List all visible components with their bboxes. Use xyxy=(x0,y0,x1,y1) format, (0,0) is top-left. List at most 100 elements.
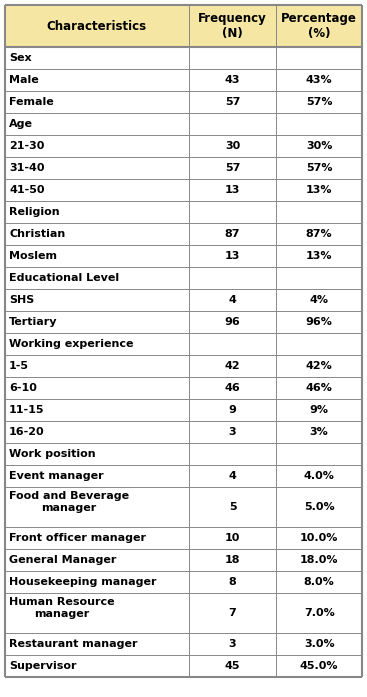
Text: 8.0%: 8.0% xyxy=(304,577,335,587)
Text: SHS: SHS xyxy=(9,295,34,305)
Text: 87: 87 xyxy=(225,229,240,239)
Text: Housekeeping manager: Housekeeping manager xyxy=(9,577,156,587)
Text: 13%: 13% xyxy=(306,185,333,195)
Text: 9: 9 xyxy=(229,405,236,415)
Text: 3%: 3% xyxy=(310,427,328,437)
Bar xyxy=(5,157,362,179)
Text: Characteristics: Characteristics xyxy=(47,20,147,33)
Text: General Manager: General Manager xyxy=(9,555,116,565)
Bar xyxy=(5,377,362,399)
Bar xyxy=(5,47,362,69)
Text: 21-30: 21-30 xyxy=(9,141,44,151)
Bar xyxy=(5,179,362,201)
Text: 57: 57 xyxy=(225,163,240,173)
Text: 96: 96 xyxy=(225,317,240,327)
Text: 43: 43 xyxy=(225,75,240,85)
Bar xyxy=(5,69,362,91)
Bar xyxy=(5,527,362,549)
Text: 13: 13 xyxy=(225,185,240,195)
Text: 46%: 46% xyxy=(306,383,333,393)
Text: 18.0%: 18.0% xyxy=(300,555,338,565)
Bar xyxy=(5,399,362,421)
Text: Tertiary: Tertiary xyxy=(9,317,58,327)
Text: 4: 4 xyxy=(229,471,236,481)
Text: 4: 4 xyxy=(229,295,236,305)
Text: Supervisor: Supervisor xyxy=(9,661,76,671)
Bar xyxy=(5,135,362,157)
Text: Front officer manager: Front officer manager xyxy=(9,533,146,543)
Bar xyxy=(5,245,362,267)
Text: 6-10: 6-10 xyxy=(9,383,37,393)
Text: 30%: 30% xyxy=(306,141,333,151)
Text: 4%: 4% xyxy=(310,295,329,305)
Text: Event manager: Event manager xyxy=(9,471,103,481)
Bar xyxy=(5,487,362,527)
Text: 13%: 13% xyxy=(306,251,333,261)
Text: 9%: 9% xyxy=(310,405,329,415)
Text: 7: 7 xyxy=(229,608,236,618)
Text: 8: 8 xyxy=(229,577,236,587)
Bar xyxy=(5,91,362,113)
Bar xyxy=(5,443,362,465)
Text: Sex: Sex xyxy=(9,53,32,63)
Text: Working experience: Working experience xyxy=(9,339,134,349)
Bar xyxy=(5,5,362,47)
Bar xyxy=(5,549,362,571)
Text: Educational Level: Educational Level xyxy=(9,273,119,283)
Bar xyxy=(5,593,362,633)
Text: Restaurant manager: Restaurant manager xyxy=(9,639,138,649)
Text: 42: 42 xyxy=(225,361,240,371)
Text: 45: 45 xyxy=(225,661,240,671)
Text: 42%: 42% xyxy=(306,361,333,371)
Text: 1-5: 1-5 xyxy=(9,361,29,371)
Text: Frequency
(N): Frequency (N) xyxy=(198,12,267,40)
Bar xyxy=(5,113,362,135)
Bar xyxy=(5,355,362,377)
Text: 41-50: 41-50 xyxy=(9,185,44,195)
Text: 10: 10 xyxy=(225,533,240,543)
Text: 46: 46 xyxy=(225,383,240,393)
Text: 3: 3 xyxy=(229,427,236,437)
Text: 5.0%: 5.0% xyxy=(304,502,334,512)
Text: 16-20: 16-20 xyxy=(9,427,45,437)
Bar xyxy=(5,201,362,223)
Bar xyxy=(5,311,362,333)
Text: 5: 5 xyxy=(229,502,236,512)
Bar xyxy=(5,571,362,593)
Text: 10.0%: 10.0% xyxy=(300,533,338,543)
Text: 43%: 43% xyxy=(306,75,333,85)
Text: Male: Male xyxy=(9,75,39,85)
Text: 11-15: 11-15 xyxy=(9,405,44,415)
Bar xyxy=(5,267,362,289)
Text: 57%: 57% xyxy=(306,97,333,107)
Bar xyxy=(5,633,362,655)
Text: 3: 3 xyxy=(229,639,236,649)
Text: 96%: 96% xyxy=(306,317,333,327)
Text: Age: Age xyxy=(9,119,33,129)
Text: Moslem: Moslem xyxy=(9,251,57,261)
Text: 4.0%: 4.0% xyxy=(304,471,335,481)
Text: Work position: Work position xyxy=(9,449,96,459)
Text: 45.0%: 45.0% xyxy=(300,661,338,671)
Text: 30: 30 xyxy=(225,141,240,151)
Text: Female: Female xyxy=(9,97,54,107)
Text: 3.0%: 3.0% xyxy=(304,639,334,649)
Text: Christian: Christian xyxy=(9,229,65,239)
Text: 13: 13 xyxy=(225,251,240,261)
Bar xyxy=(5,465,362,487)
Text: Percentage
(%): Percentage (%) xyxy=(281,12,357,40)
Bar xyxy=(5,333,362,355)
Text: Human Resource
manager: Human Resource manager xyxy=(9,597,115,619)
Text: 18: 18 xyxy=(225,555,240,565)
Text: 57%: 57% xyxy=(306,163,333,173)
Bar xyxy=(5,289,362,311)
Text: 87%: 87% xyxy=(306,229,333,239)
Bar xyxy=(5,421,362,443)
Text: 7.0%: 7.0% xyxy=(304,608,335,618)
Text: 57: 57 xyxy=(225,97,240,107)
Text: Religion: Religion xyxy=(9,207,59,217)
Text: Food and Beverage
manager: Food and Beverage manager xyxy=(9,491,129,512)
Bar xyxy=(5,223,362,245)
Text: 31-40: 31-40 xyxy=(9,163,44,173)
Bar xyxy=(5,655,362,677)
